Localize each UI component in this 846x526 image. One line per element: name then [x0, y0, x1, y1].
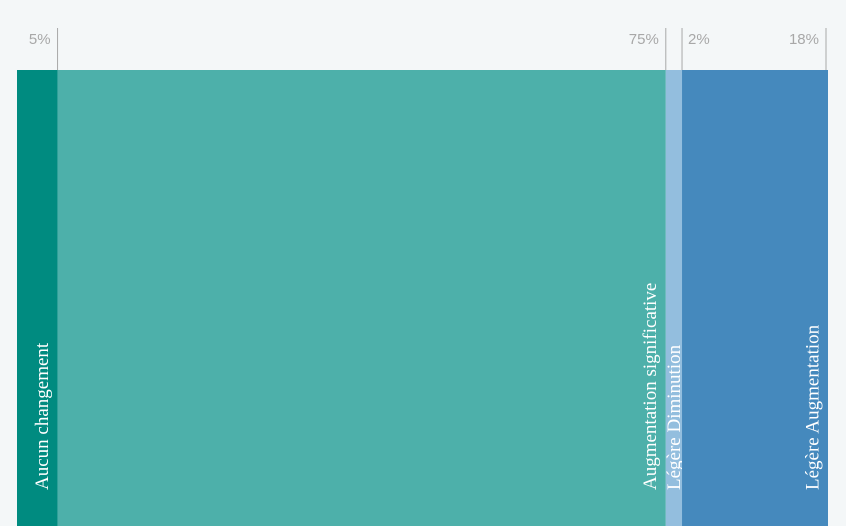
segment-label: Légère Diminution [664, 344, 685, 490]
bar-segment [682, 70, 828, 526]
value-label: 2% [688, 31, 710, 48]
bar-segment [57, 70, 666, 526]
segment-label: Légère Augmentation [802, 324, 823, 490]
value-label: 75% [629, 31, 659, 48]
bar-segment [665, 70, 683, 526]
bar-segment [17, 70, 58, 526]
value-label: 5% [29, 31, 51, 48]
segment-label: Aucun changement [32, 342, 53, 490]
segment-label: Augmentation significative [640, 283, 661, 490]
value-label: 18% [789, 31, 819, 48]
